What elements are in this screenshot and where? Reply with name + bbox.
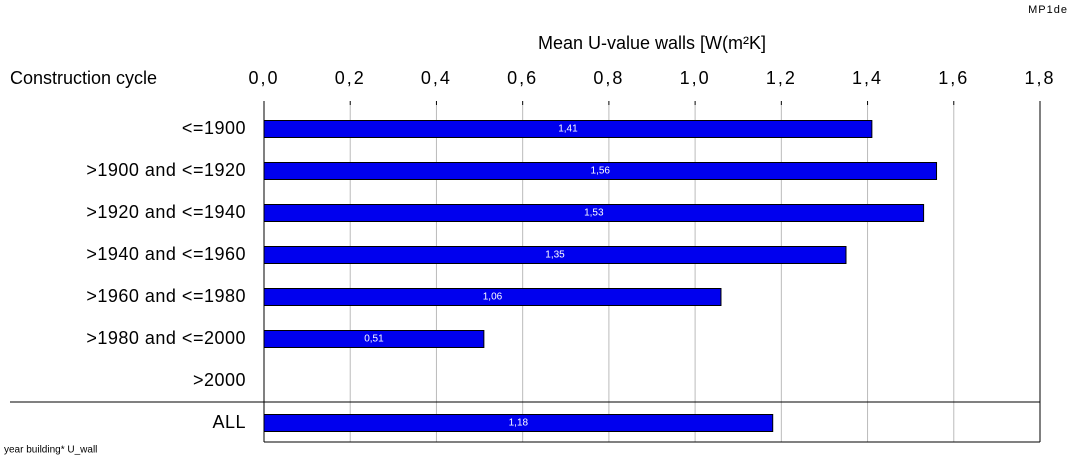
x-tick-label: 0,8	[593, 68, 624, 88]
value-label: 1,53	[584, 208, 604, 219]
category-header: Construction cycle	[10, 68, 157, 88]
bar	[263, 330, 485, 348]
bar	[263, 204, 925, 222]
bar	[263, 120, 873, 138]
bar	[263, 246, 847, 264]
plot-area	[264, 105, 1040, 442]
axis-title: Mean U-value walls [W(m²K]	[538, 33, 766, 53]
x-tick-label: 1,0	[680, 68, 711, 88]
x-tick-label: 0,6	[507, 68, 538, 88]
y-tick-label: >1980 and <=2000	[86, 328, 246, 348]
footnote: year building* U_wall	[4, 445, 97, 456]
value-label: 1,18	[509, 418, 529, 429]
value-label: 1,56	[591, 166, 611, 177]
bar	[263, 162, 938, 180]
y-tick-label: >2000	[193, 370, 246, 390]
y-tick-label: >1960 and <=1980	[86, 286, 246, 306]
corner-label: MP1de	[1028, 4, 1068, 16]
y-tick-label: <=1900	[182, 118, 246, 138]
y-tick-label: >1920 and <=1940	[86, 202, 246, 222]
value-label: 1,41	[558, 124, 578, 135]
x-tick-label: 0,2	[335, 68, 366, 88]
x-tick-label: 0,4	[421, 68, 452, 88]
value-label: 0	[265, 376, 271, 387]
value-label: 1,35	[545, 250, 565, 261]
value-label: 1,06	[483, 292, 503, 303]
bar	[263, 414, 774, 432]
bar	[263, 288, 722, 306]
y-tick-label: ALL	[212, 412, 246, 432]
x-tick-label: 0,0	[248, 68, 279, 88]
x-tick-label: 1,6	[938, 68, 969, 88]
x-tick-label: 1,4	[852, 68, 883, 88]
value-label: 0,51	[364, 334, 384, 345]
x-tick-label: 1,8	[1024, 68, 1055, 88]
y-tick-label: >1940 and <=1960	[86, 244, 246, 264]
x-tick-label: 1,2	[766, 68, 797, 88]
y-tick-label: >1900 and <=1920	[86, 160, 246, 180]
